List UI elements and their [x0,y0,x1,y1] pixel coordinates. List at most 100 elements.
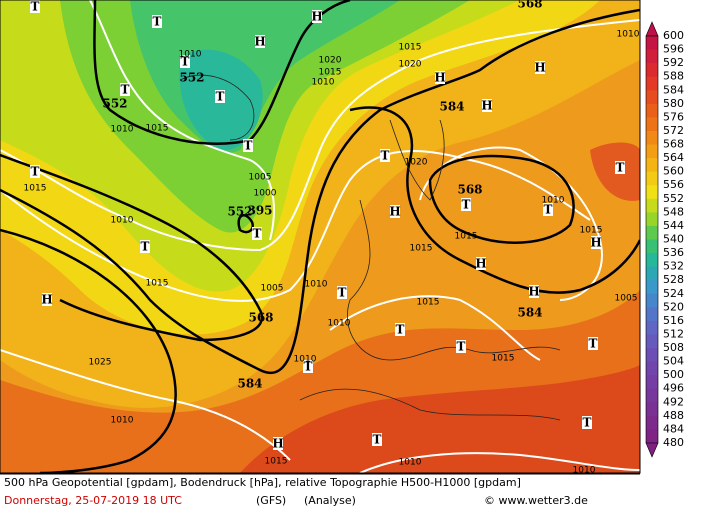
low-marker: T [253,227,262,241]
field-red [240,365,640,473]
geopotential-line [0,8,640,374]
colorbar-band [646,361,658,376]
high-marker: H [434,71,445,85]
label-box [476,257,486,270]
low-marker: T [31,165,40,179]
label-box [42,293,52,306]
label-box [337,286,347,299]
colorbar-band [646,402,658,417]
colorbar-label: 508 [663,341,684,354]
isobar-label: 1010 [294,355,317,365]
isobar-label: 1020 [399,60,422,70]
isobar-label: 1015 [24,184,47,194]
footer-model: (GFS) [256,494,286,507]
footer-title: 500 hPa Geopotential [gpdam], Bodendruck… [4,476,521,489]
isobar-label: 1010 [617,30,640,40]
footer-credit: © www.wetter3.de [484,494,588,507]
colorbar-frame [645,35,659,444]
low-marker: T [338,286,347,300]
colorbar-label: 548 [663,205,684,218]
geopotential-label: 552 [179,71,204,85]
label-box [482,99,492,112]
label-box [273,437,283,450]
low-marker: T [153,15,162,29]
colorbar-label: 540 [663,233,684,246]
low-marker: T [304,360,313,374]
geopotential-label: 584 [517,306,542,320]
high-marker: H [389,205,400,219]
colorbar-label: 528 [663,273,684,286]
low-marker: T [583,416,592,430]
label-box [582,416,592,429]
label-box [372,433,382,446]
low-marker: T [396,323,405,337]
colorbar-label: 580 [663,97,684,110]
colorbar-band [646,307,658,322]
label-box [435,71,445,84]
isobar-label: 1015 [455,232,478,242]
colorbar-label: 600 [663,29,684,42]
label-box [461,198,471,211]
isobar [359,452,640,473]
label-box [615,161,625,174]
colorbar-label: 556 [663,178,684,191]
colorbar-band [646,253,658,268]
colorbar-label: 480 [663,436,684,449]
label-box [395,323,405,336]
label-box [543,203,553,216]
geopotential-line [428,154,575,244]
low-marker: T [31,0,40,14]
high-marker: H [481,99,492,113]
colorbar-band [646,103,658,118]
colorbar-label: 560 [663,165,684,178]
label-box [380,149,390,162]
label-box [529,285,539,298]
isobar-label: 1010 [399,458,422,468]
geopotential-label: 552 [227,205,252,219]
colorbar-band [646,185,658,200]
colorbar-label: 484 [663,422,684,435]
map-labels: T T T T T T T T T T T T T T T T T T T T H H H H H H H H H H H 552 552 552… [24,0,640,473]
label-box [303,360,313,373]
colorbar-label: 488 [663,409,684,422]
high-marker: H [254,35,265,49]
low-marker: T [141,240,150,254]
colorbar-label: 584 [663,83,684,96]
map: T T T T T T T T T T T T T T T T T T T T H H H H H H H H H H H 552 552 552… [0,0,640,473]
colorbar-band [646,429,658,444]
label-box [30,0,40,13]
isobar-label: 1020 [319,56,342,66]
isobar-label: 1015 [319,68,342,78]
label-box [312,10,322,23]
isobar [0,349,291,461]
label-box [152,15,162,28]
colorbar-band [646,280,658,295]
colorbar-band [646,239,658,254]
isobar-label: 1005 [249,173,272,183]
geopotential-line [237,214,254,234]
geopotential-line [93,0,351,145]
colorbar-label: 500 [663,368,684,381]
low-marker: T [589,337,598,351]
colorbar-band [646,171,658,186]
geopotential-lines [0,0,640,473]
colorbar-band [646,63,658,78]
label-box [255,35,265,48]
label-box [252,227,262,240]
colorbar-band [646,320,658,335]
colorbar-label: 568 [663,138,684,151]
colorbar-band [646,266,658,281]
geopotential-label: 568 [457,183,482,197]
isobar-label: 1015 [492,354,515,364]
colorbar-band [646,388,658,403]
colorbar-label: 596 [663,43,684,56]
high-marker: H [528,285,539,299]
colorbar-label: 564 [663,151,684,164]
isobar-label: 1015 [417,298,440,308]
isobar-label: 1010 [542,196,565,206]
isobar-label: 1010 [312,78,335,88]
isobar-label: 1015 [146,124,169,134]
colorbar-label: 504 [663,355,684,368]
colorbar-band [646,212,658,227]
isobar [89,0,275,241]
